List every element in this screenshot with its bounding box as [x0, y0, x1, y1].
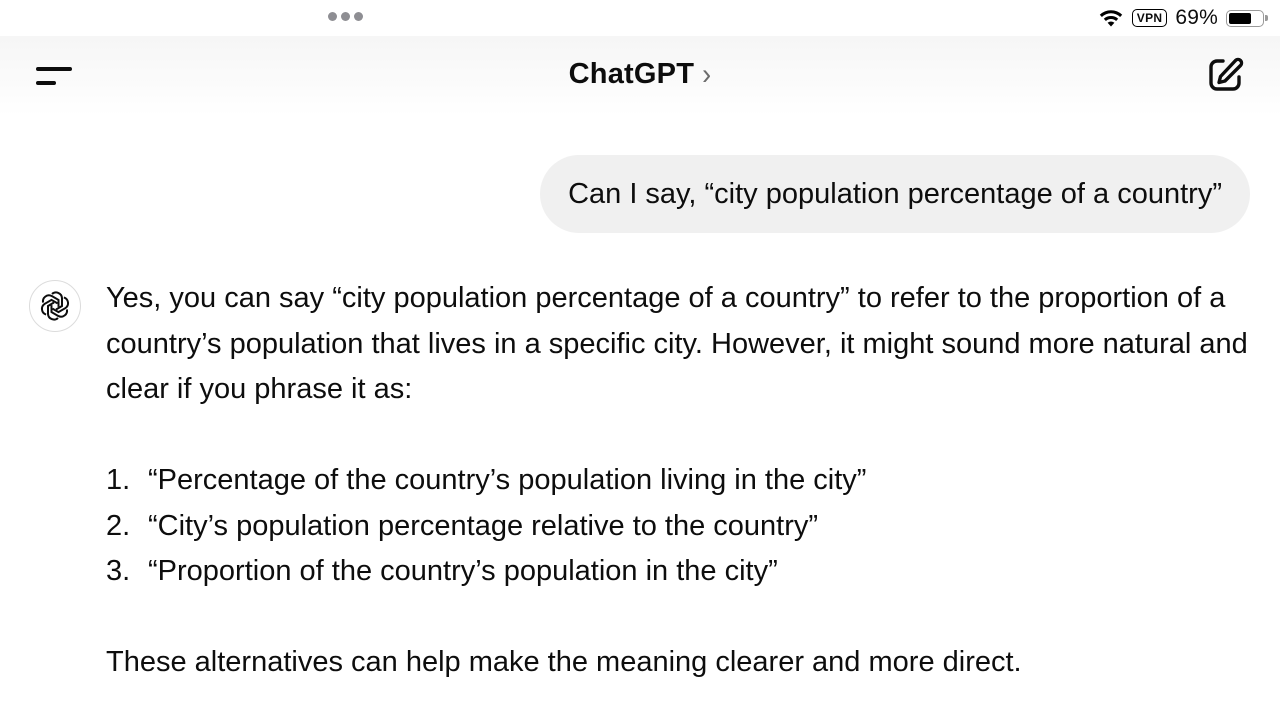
list-item: 2. “City’s population percentage relativ…: [106, 504, 1256, 550]
assistant-closing-text: These alternatives can help make the mea…: [106, 646, 1022, 678]
new-chat-button[interactable]: [1206, 56, 1244, 94]
list-item: 1. “Percentage of the country’s populati…: [106, 458, 1256, 504]
suggestion-list: 1. “Percentage of the country’s populati…: [106, 458, 1256, 595]
vpn-badge: VPN: [1131, 9, 1168, 27]
paragraph-spacer: [106, 413, 1256, 459]
list-item-number: 1.: [106, 464, 131, 496]
list-item-number: 3.: [106, 555, 131, 587]
chevron-right-icon: ›: [702, 57, 712, 91]
dot-icon: [354, 12, 363, 21]
list-item-text: “Proportion of the country’s population …: [148, 555, 778, 587]
user-message-bubble: Can I say, “city population percentage o…: [540, 155, 1250, 233]
sidebar-menu-button[interactable]: [36, 64, 76, 92]
model-selector[interactable]: ChatGPT ›: [0, 57, 1280, 91]
assistant-intro-text: Yes, you can say “city population percen…: [106, 282, 1248, 405]
menu-icon-short-line: [36, 81, 56, 85]
page-title: ChatGPT: [568, 58, 695, 90]
compose-icon: [1209, 57, 1244, 91]
multitasking-handle[interactable]: [328, 12, 363, 21]
battery-percentage: 69%: [1175, 6, 1218, 29]
status-bar: VPN 69%: [0, 0, 1280, 36]
dot-icon: [328, 12, 337, 21]
openai-logo-icon: [40, 291, 70, 321]
paragraph-spacer: [106, 595, 1256, 641]
status-indicators: VPN 69%: [1098, 5, 1270, 31]
user-message-text: Can I say, “city population percentage o…: [568, 177, 1222, 210]
list-item-text: “City’s population percentage relative t…: [148, 509, 819, 542]
list-item-number: 2.: [106, 509, 131, 542]
wifi-icon: [1098, 8, 1124, 28]
assistant-message: Yes, you can say “city population percen…: [106, 276, 1256, 686]
assistant-avatar: [29, 280, 81, 332]
list-item-text: “Percentage of the country’s population …: [148, 464, 867, 496]
battery-icon: [1226, 9, 1268, 27]
chat-header: ChatGPT ›: [0, 36, 1280, 116]
battery-level-fill: [1229, 12, 1252, 24]
dot-icon: [341, 12, 350, 21]
list-item: 3. “Proportion of the country’s populati…: [106, 549, 1256, 595]
menu-icon: [36, 67, 72, 71]
